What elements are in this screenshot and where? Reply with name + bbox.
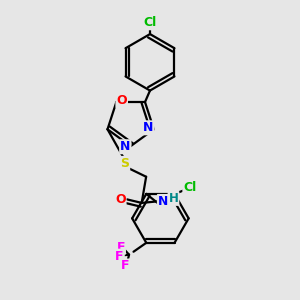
Text: F: F: [121, 260, 130, 272]
Text: O: O: [115, 193, 126, 206]
Text: Cl: Cl: [143, 16, 157, 29]
Text: N: N: [120, 140, 130, 153]
Text: S: S: [120, 157, 129, 170]
Text: Cl: Cl: [183, 182, 196, 194]
Text: O: O: [116, 94, 127, 107]
Text: N: N: [143, 121, 154, 134]
Text: F: F: [116, 241, 125, 254]
Text: N: N: [158, 195, 168, 208]
Text: F: F: [115, 250, 124, 263]
Text: H: H: [169, 192, 178, 205]
